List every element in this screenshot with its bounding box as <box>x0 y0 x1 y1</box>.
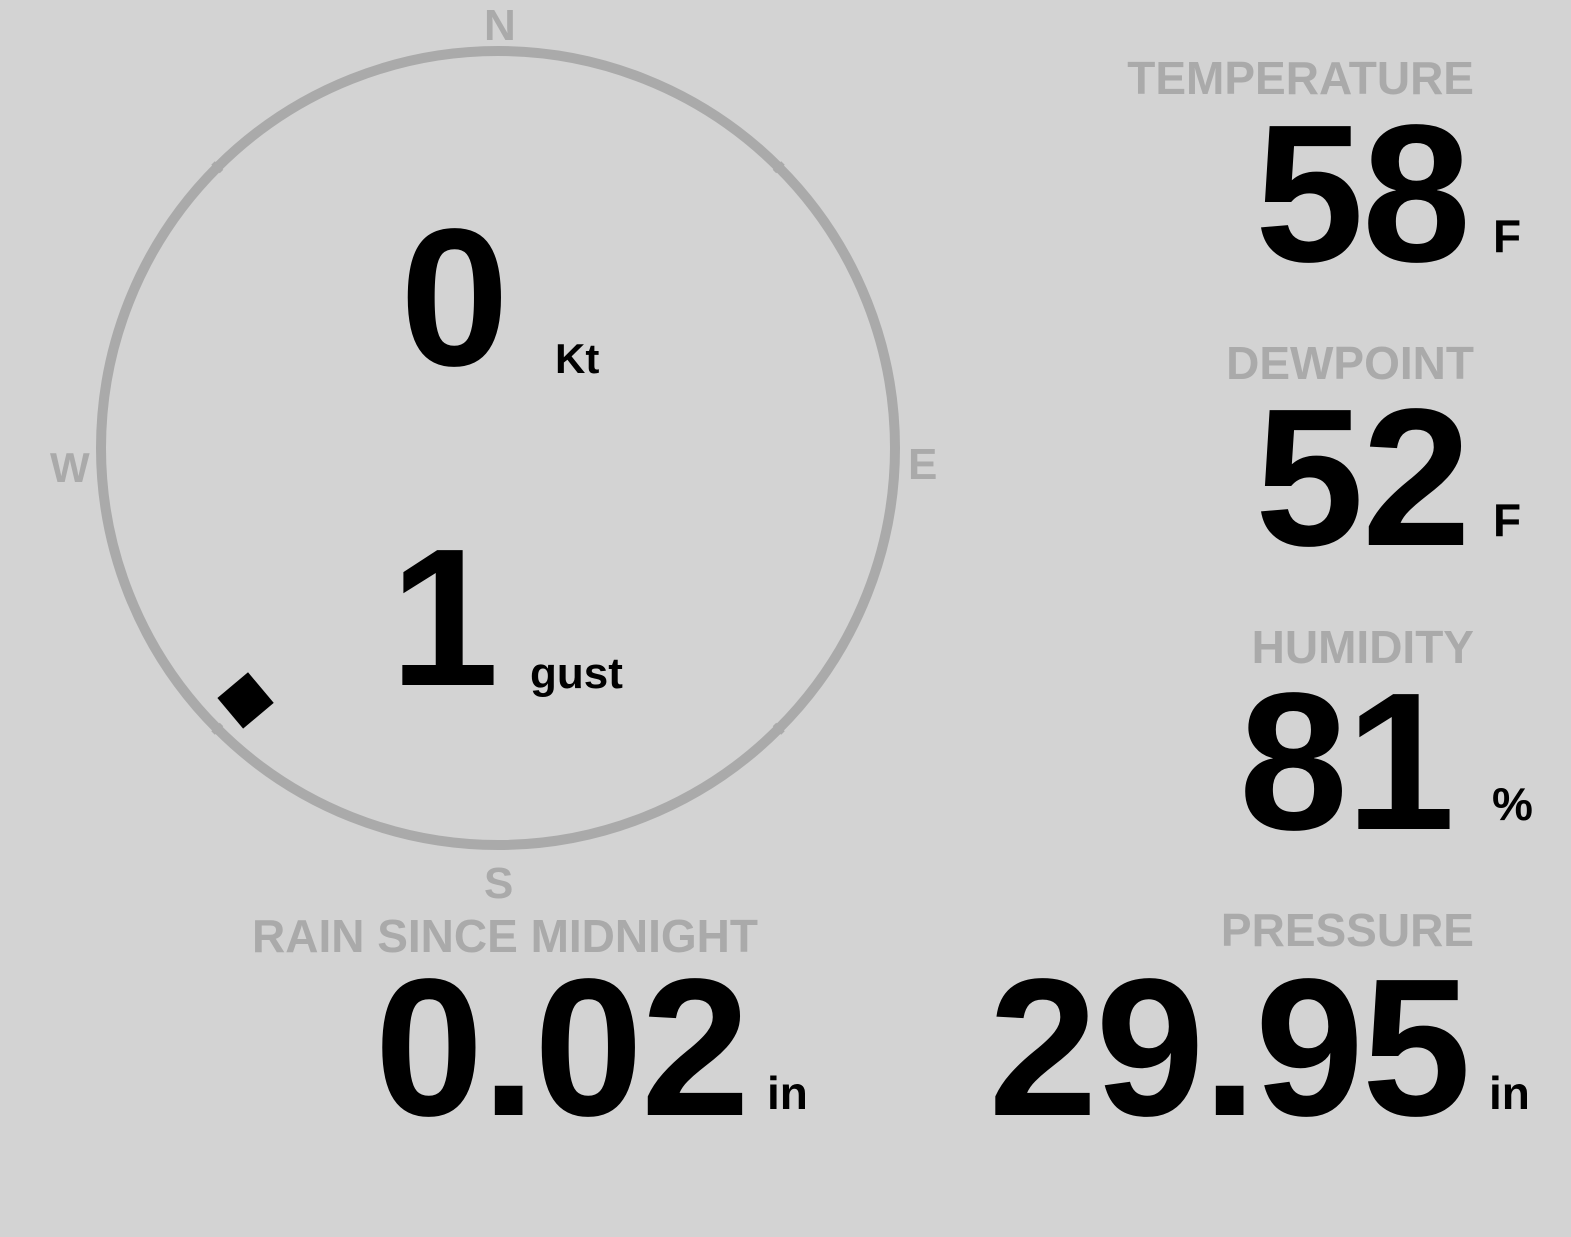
dewpoint-label: DEWPOINT <box>1226 337 1474 389</box>
pressure-unit: in <box>1489 1067 1530 1119</box>
temperature-unit: F <box>1493 210 1522 262</box>
temperature-value: 58 <box>1254 84 1471 303</box>
wind-direction-marker <box>217 672 274 729</box>
rain-label: RAIN SINCE MIDNIGHT <box>252 910 758 962</box>
temperature-label: TEMPERATURE <box>1127 52 1474 104</box>
wind-gust-value: 1 <box>390 508 499 727</box>
dewpoint-unit: F <box>1493 494 1522 546</box>
compass-tick <box>211 722 224 735</box>
compass-tick <box>772 161 785 174</box>
humidity-unit: % <box>1492 778 1533 830</box>
humidity-label: HUMIDITY <box>1251 621 1474 673</box>
rain-unit: in <box>767 1067 808 1119</box>
compass-east-label: E <box>908 440 938 489</box>
compass-ring <box>96 46 900 850</box>
humidity-value: 81 <box>1238 652 1455 871</box>
rain-value: 0.02 <box>374 938 750 1157</box>
compass-tick <box>772 722 785 735</box>
wind-compass-dial <box>96 46 900 850</box>
wind-speed-value: 0 <box>400 188 509 407</box>
wind-gust-unit: gust <box>530 649 623 698</box>
compass-north-label: N <box>484 1 516 50</box>
pressure-label: PRESSURE <box>1220 904 1474 956</box>
compass-tick <box>211 161 224 174</box>
dewpoint-value: 52 <box>1254 368 1471 587</box>
pressure-value: 29.95 <box>988 938 1471 1157</box>
compass-west-label: W <box>50 444 90 491</box>
compass-south-label: S <box>484 859 514 908</box>
wind-speed-unit: Kt <box>555 335 600 382</box>
